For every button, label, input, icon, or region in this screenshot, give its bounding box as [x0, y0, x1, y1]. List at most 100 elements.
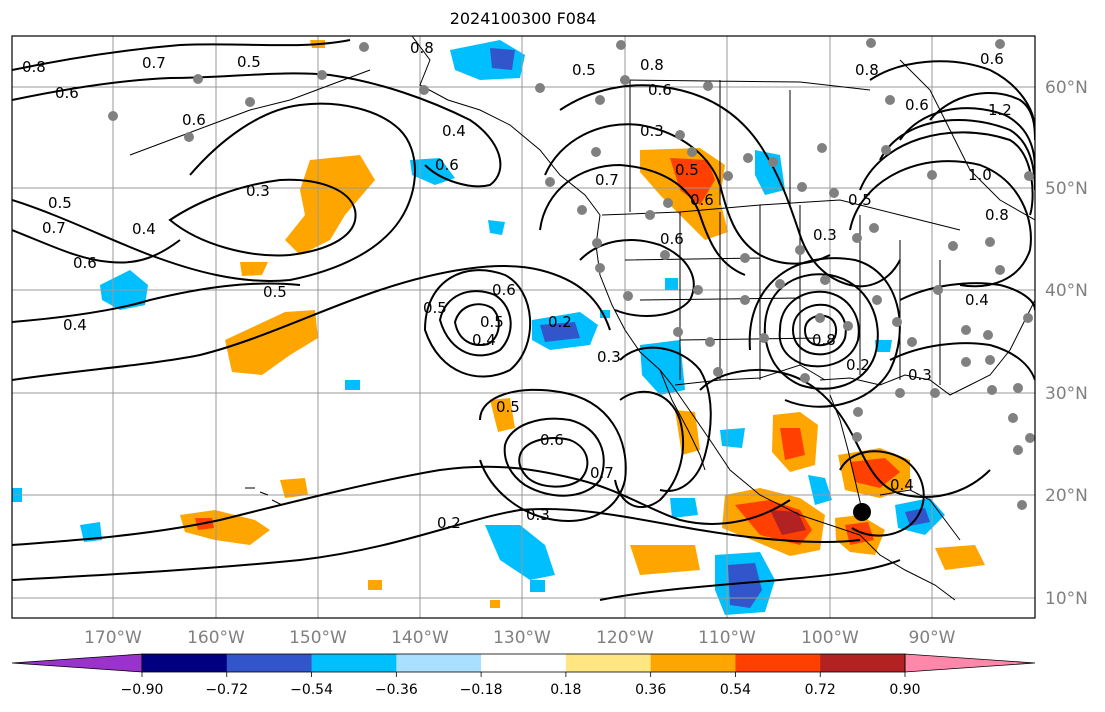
- contour-label: 0.7: [590, 464, 614, 482]
- contour-label: 0.5: [48, 194, 72, 212]
- contour-line: [12, 102, 416, 282]
- lat-label: 50°N: [1045, 179, 1088, 199]
- contour-label: 0.7: [595, 171, 619, 189]
- contour-line: [849, 160, 1032, 288]
- contour-label: 0.5: [480, 313, 504, 331]
- positive-anomaly-area: [225, 310, 318, 375]
- contour-label: 0.8: [985, 206, 1009, 224]
- contour-lines: [12, 39, 1035, 601]
- lon-label: 160°W: [187, 628, 245, 648]
- positive-anomaly-core: [850, 458, 900, 488]
- contour-label: 1.2: [988, 101, 1012, 119]
- colorbar: −0.90 −0.72 −0.54 −0.36 −0.18 0.18 0.36 0.54 0.7…: [11, 653, 1036, 698]
- contour-line: [12, 229, 181, 264]
- map-frame: [11, 35, 1036, 619]
- colorbar-segment: [142, 654, 228, 672]
- contour-label: 0.3: [597, 348, 621, 366]
- negative-anomaly-area: [345, 380, 360, 390]
- highlight-marker: [853, 503, 871, 521]
- canada-provinces: [619, 79, 871, 212]
- colorbar-tick-label: −0.18: [460, 682, 503, 698]
- colorbar-segment: [820, 654, 906, 672]
- contour-label: 0.8: [640, 56, 664, 74]
- positive-anomaly-area: [490, 600, 500, 608]
- map-content: 0.8 0.7 0.5 0.6 0.8 0.8 0.6 0.6 0.5 0.8 …: [12, 36, 1035, 618]
- contour-label: 0.8: [410, 39, 434, 57]
- contour-label: 0.8: [812, 331, 836, 349]
- contour-label: 0.4: [890, 476, 914, 494]
- map-title: 2024100300 F084: [449, 9, 597, 28]
- contour-label: 0.4: [63, 316, 87, 334]
- contour-label: 0.5: [496, 398, 520, 416]
- contour-line: [168, 178, 357, 257]
- contour-label: 0.6: [435, 156, 459, 174]
- colorbar-tick-label: −0.36: [375, 682, 418, 698]
- contour-label: 0.4: [132, 220, 156, 238]
- contour-line: [889, 342, 1035, 381]
- coastlines: [129, 36, 1035, 601]
- colorbar-tick-label: 0.72: [805, 682, 836, 698]
- contour-line: [12, 508, 861, 581]
- contour-label: 0.5: [848, 191, 872, 209]
- negative-anomaly-area: [640, 340, 685, 395]
- contour-line: [859, 131, 1034, 216]
- contour-line: [12, 282, 301, 323]
- negative-anomaly-area: [670, 498, 698, 518]
- contour-label: 0.5: [572, 61, 596, 79]
- contour-line: [544, 123, 831, 265]
- negative-anomaly-core: [540, 322, 580, 342]
- aleutian-chain: [129, 69, 371, 156]
- contour-line: [12, 72, 502, 188]
- contour-label-group: 0.8 0.7 0.5 0.6 0.8 0.8 0.6 0.6 0.5 0.8 …: [22, 39, 1012, 532]
- yucatan: [879, 489, 961, 541]
- contour-line: [503, 417, 605, 497]
- contour-line: [778, 290, 860, 368]
- lon-label: 100°W: [801, 628, 859, 648]
- negative-anomaly-area: [720, 428, 745, 448]
- contour-line: [748, 257, 901, 408]
- colorbar-segment: [565, 654, 652, 672]
- contour-label: 0.6: [73, 254, 97, 272]
- contour-line: [899, 107, 1035, 171]
- contour-line: [619, 346, 712, 492]
- contour-label: 0.6: [980, 50, 1004, 68]
- colorbar-segment: [650, 654, 736, 672]
- contour-label: 0.4: [472, 331, 496, 349]
- colorbar-tick-label: −0.90: [121, 682, 164, 698]
- contour-label: 0.6: [690, 191, 714, 209]
- contour-line: [599, 559, 901, 601]
- lon-label: 130°W: [493, 628, 551, 648]
- contour-line: [579, 239, 695, 317]
- contour-label: 0.3: [813, 226, 837, 244]
- contour-label: 0.5: [675, 161, 699, 179]
- contour-line: [438, 290, 512, 357]
- contour-line: [12, 39, 351, 71]
- contour-line: [763, 273, 879, 390]
- lat-label: 60°N: [1045, 78, 1088, 98]
- colorbar-segment: [481, 654, 567, 672]
- colorbar-tick-label: −0.54: [290, 682, 333, 698]
- lat-label: 30°N: [1045, 384, 1088, 404]
- hawaii: [245, 487, 283, 506]
- contour-label: 0.3: [908, 366, 932, 384]
- positive-anomaly-area: [630, 545, 700, 575]
- positive-anomaly-area: [368, 580, 382, 590]
- gulf-coast: [819, 299, 1035, 396]
- contour-label: 0.6: [55, 84, 79, 102]
- colorbar-extend-high: [904, 653, 1036, 673]
- negative-anomaly-core: [728, 563, 762, 608]
- contour-label: 0.6: [540, 431, 564, 449]
- contour-label: 0.5: [237, 53, 261, 71]
- negative-anomaly-area: [875, 340, 892, 352]
- station-markers: [108, 38, 1035, 510]
- colorbar-segment: [735, 654, 821, 672]
- contour-label: 0.3: [526, 506, 550, 524]
- positive-anomaly-core: [780, 428, 805, 460]
- contour-line: [423, 269, 531, 378]
- contour-label: 0.8: [22, 58, 46, 76]
- contour-line: [453, 303, 500, 346]
- colorbar-segment: [226, 654, 313, 672]
- negative-anomaly-area: [485, 525, 555, 580]
- negative-anomaly-area: [665, 278, 678, 290]
- contour-label: 0.3: [640, 122, 664, 140]
